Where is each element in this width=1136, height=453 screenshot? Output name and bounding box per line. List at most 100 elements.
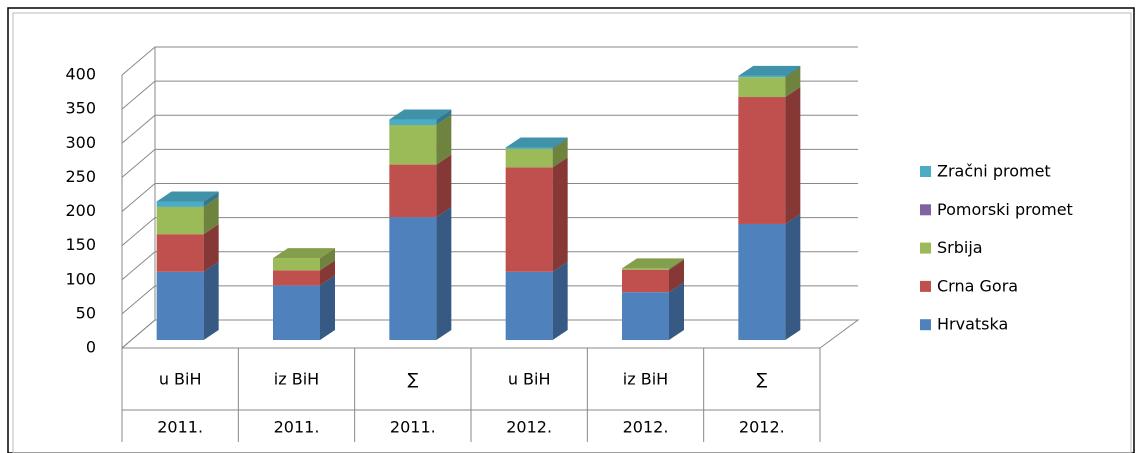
y-tick-label: 200 [65, 201, 96, 220]
bar-side [552, 137, 568, 149]
bar-side [436, 154, 452, 218]
bar-segment [389, 207, 452, 340]
grid-line [121, 46, 858, 76]
x-group-label: 2012. [623, 418, 669, 437]
bar-top [738, 65, 801, 76]
bar-top [273, 248, 335, 259]
grid-line [121, 148, 858, 178]
bar-side [320, 248, 335, 271]
bar-front [389, 119, 437, 126]
bar-front [505, 148, 553, 168]
x-tick-label: iz BiH [623, 370, 668, 389]
legend-label: Srbija [937, 238, 983, 257]
bar-side [785, 67, 801, 98]
x-group-label: 2012. [506, 418, 552, 437]
bar-side [785, 213, 801, 340]
chart-inner-frame [12, 12, 1132, 453]
bar-side [552, 138, 568, 168]
legend-label: Pomorski promet [937, 200, 1073, 219]
bar-front [738, 97, 786, 224]
bar-segment [156, 196, 219, 235]
bar-segment [622, 258, 684, 270]
x-group-label: 2011. [157, 418, 203, 437]
y-tick-label: 250 [65, 167, 96, 186]
bar-front [273, 258, 320, 271]
legend-swatch [920, 166, 931, 177]
bar-front [738, 77, 786, 98]
bar-side [320, 275, 335, 340]
legend-swatch [920, 319, 931, 331]
bar-front [738, 75, 786, 78]
bar-segment [273, 248, 335, 271]
x-group-label: 2011. [274, 418, 320, 437]
x-group-label: 2012. [739, 418, 785, 437]
grid-line [121, 114, 858, 144]
bar-front [156, 206, 204, 235]
y-tick-label: 0 [86, 338, 96, 357]
bar-top [505, 137, 568, 148]
bar-side [203, 191, 219, 207]
legend-swatch [920, 204, 931, 216]
x-tick-label: ∑ [407, 370, 418, 389]
grid-line [121, 80, 858, 110]
bar-front [389, 164, 437, 218]
bar-segment [389, 115, 452, 165]
bar-segment [273, 260, 335, 286]
bar-segment [389, 154, 452, 218]
legend-label: Hrvatska [937, 315, 1008, 334]
bar-front [273, 285, 320, 340]
grid-line [121, 251, 858, 281]
bar-side [669, 258, 684, 270]
bar-segment [156, 261, 219, 340]
bar-segment [738, 65, 801, 78]
y-tick-label: 150 [65, 235, 96, 254]
bar-side [785, 87, 801, 224]
bar-front [156, 201, 204, 207]
bar-front [738, 223, 786, 340]
bar-segment [505, 137, 568, 149]
bar-side [552, 261, 568, 340]
legend-label: Crna Gora [937, 276, 1018, 295]
bar-front [505, 147, 553, 149]
bar-side [436, 207, 452, 340]
bar-side [203, 196, 219, 235]
bar-segment [622, 282, 684, 340]
y-tick-label: 50 [76, 303, 96, 322]
bar-segment [738, 87, 801, 224]
bar-top [156, 191, 219, 202]
bar-front [156, 271, 204, 340]
y-tick-label: 300 [65, 133, 96, 152]
bar-front [622, 292, 669, 340]
y-tick-label: 350 [65, 99, 96, 118]
bar-side [203, 224, 219, 272]
bar-side [320, 260, 335, 286]
bar-front [622, 269, 669, 293]
bar-front [156, 234, 204, 272]
bar-segment [273, 275, 335, 340]
bar-segment [156, 224, 219, 272]
bar-front [622, 268, 669, 270]
bar-top [622, 258, 684, 269]
y-tick-label: 100 [65, 269, 96, 288]
legend-swatch [920, 242, 931, 254]
bar-side [436, 109, 452, 126]
bar-front [389, 217, 437, 340]
bar-segment [505, 157, 568, 272]
grid-line [121, 217, 858, 247]
bar-side [552, 157, 568, 272]
bar-front [505, 271, 553, 340]
x-tick-label: u BiH [508, 370, 551, 389]
bar-segment [738, 213, 801, 340]
grid-line [121, 183, 858, 212]
bar-front [389, 125, 437, 165]
bar-front [505, 167, 553, 272]
x-group-label: 2011. [390, 418, 436, 437]
bar-side [669, 282, 684, 340]
bar-side [785, 65, 801, 78]
bar-segment [505, 138, 568, 168]
x-tick-label: iz BiH [274, 370, 319, 389]
bar-segment [156, 191, 219, 207]
bar-segment [389, 109, 452, 126]
x-tick-label: u BiH [159, 370, 202, 389]
